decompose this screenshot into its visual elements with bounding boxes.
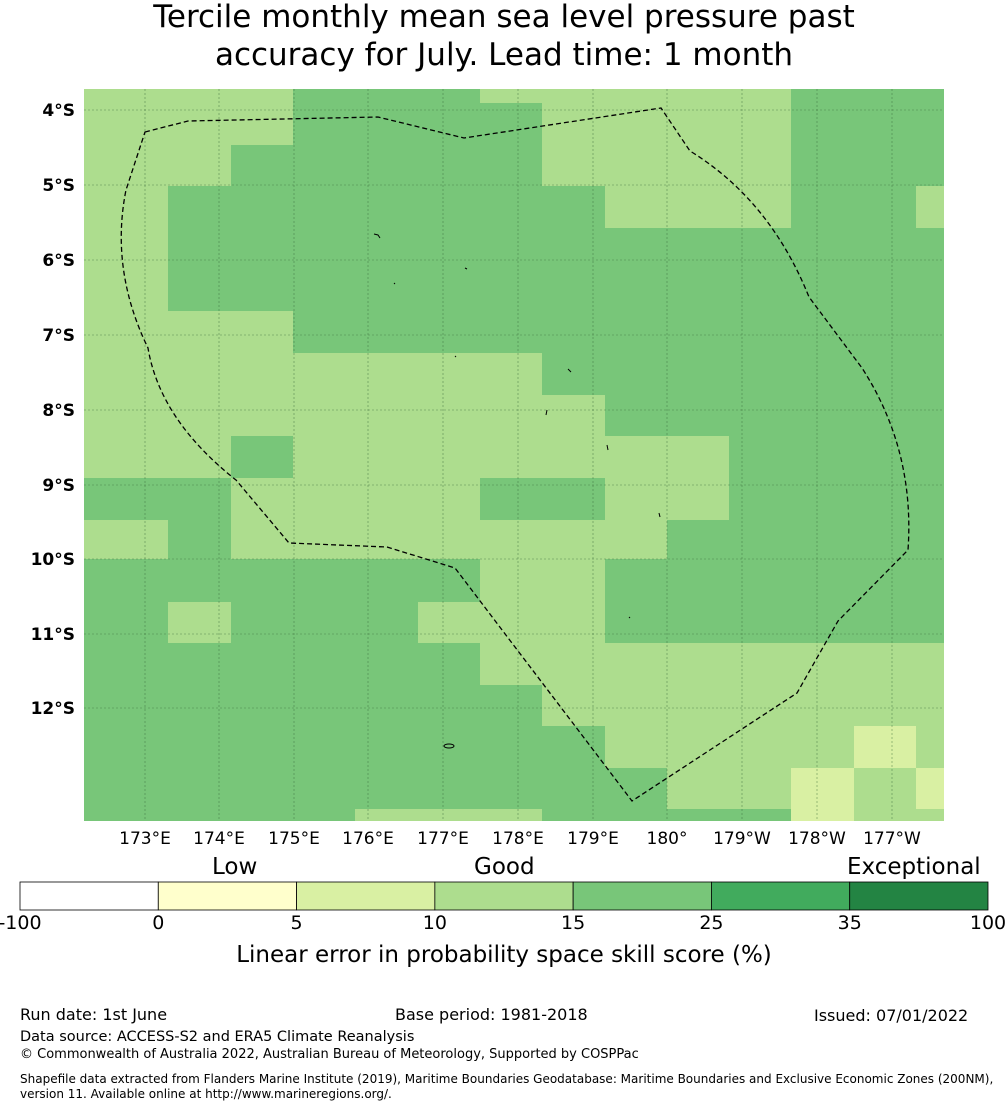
lon-tick-label: 179°E	[567, 829, 619, 849]
skill-cell-c10	[916, 186, 944, 228]
graticule	[84, 89, 944, 821]
lat-tick-label: 11°S	[31, 625, 75, 645]
skill-cell-c10	[84, 311, 293, 353]
skill-cell-c10	[84, 395, 605, 436]
colorbar-bin	[296, 881, 436, 911]
skill-cell-c10	[84, 353, 542, 395]
lat-tick-label: 8°S	[42, 401, 75, 421]
skill-cell-c10	[84, 89, 293, 145]
skill-cell-c10	[480, 89, 791, 103]
skill-cell-c10	[916, 726, 944, 768]
colorbar-tick-label: 25	[699, 912, 724, 934]
skill-map: 4°S 5°S 6°S 7°S 8°S 9°S 10°S 11°S 12°S 173°E 174°…	[31, 89, 944, 849]
lon-tick-label: 178°E	[492, 829, 544, 849]
skill-cell-c5	[791, 809, 854, 821]
colorbar-tick-label: 15	[561, 912, 586, 934]
skill-cell-c5	[854, 726, 916, 768]
lon-tick-label: 176°E	[342, 829, 394, 849]
colorbar-axis-label: Linear error in probability space skill …	[236, 942, 772, 968]
skill-cell-c10	[231, 478, 480, 520]
skill-cell-c10	[854, 809, 944, 821]
island-shape	[567, 368, 572, 373]
lon-tick-label: 175°E	[268, 829, 320, 849]
skill-cell-c10	[605, 186, 791, 228]
skill-cell-c10	[605, 726, 854, 768]
island-shape	[464, 267, 468, 270]
skill-cell-c10	[84, 436, 231, 478]
skill-cell-c10	[667, 768, 791, 809]
skill-cell-c10	[480, 643, 944, 685]
skill-cell-c10	[293, 436, 729, 478]
island-shape	[454, 355, 457, 358]
colorbar-tick-label: 0	[152, 912, 165, 934]
island-shape	[628, 616, 631, 619]
colorbar-tick-label: 100	[969, 912, 1007, 934]
skill-cell-c10	[84, 186, 168, 311]
colorbar-bin	[849, 881, 989, 911]
lon-tick-label: 177°E	[417, 829, 469, 849]
colorbar-bin	[19, 881, 159, 911]
island-shape	[545, 409, 548, 416]
skill-cell-c10	[854, 768, 916, 809]
skill-cell-c10	[355, 809, 542, 821]
skill-cell-c5	[916, 768, 944, 809]
skill-cell-c10	[84, 145, 231, 186]
colorbar-group-exceptional: Exceptional	[847, 854, 981, 880]
skill-grid-cells	[84, 89, 944, 821]
lon-tick-label: 180°	[647, 829, 688, 849]
eez-boundary	[120, 107, 910, 802]
lat-tick-label: 6°S	[42, 251, 75, 271]
skill-cell-c10	[418, 602, 605, 643]
island-shape	[606, 444, 609, 451]
skill-cell-c5	[791, 768, 854, 809]
copyright: © Commonwealth of Australia 2022, Austra…	[20, 1047, 639, 1062]
colorbar-bin	[572, 881, 712, 911]
lon-tick-label: 178°W	[788, 829, 846, 849]
skill-cell-c10	[231, 520, 667, 559]
lon-tick-label: 179°W	[713, 829, 771, 849]
lon-tick-label: 174°E	[193, 829, 245, 849]
latitude-labels: 4°S 5°S 6°S 7°S 8°S 9°S 10°S 11°S 12°S	[31, 101, 75, 719]
lat-tick-label: 12°S	[31, 699, 75, 719]
colorbar	[19, 881, 989, 911]
colorbar-group-low: Low	[212, 854, 258, 880]
base-period: Base period: 1981-2018	[395, 1005, 588, 1024]
run-date: Run date: 1st June	[20, 1005, 168, 1024]
map-title: Tercile monthly mean sea level pressure …	[0, 0, 1008, 74]
issued-date: Issued: 07/01/2022	[814, 1006, 969, 1025]
island-outlines	[373, 233, 661, 749]
colorbar-bin	[711, 881, 851, 911]
colorbar-tick-label: 35	[837, 912, 862, 934]
lat-tick-label: 5°S	[42, 176, 75, 196]
lon-tick-label: 177°W	[863, 829, 921, 849]
island-shape	[373, 233, 381, 239]
title-line-2: accuracy for July. Lead time: 1 month	[214, 37, 794, 73]
island-shape	[658, 512, 661, 518]
longitude-labels: 173°E 174°E 175°E 176°E 177°E 178°E 179°E 180° 1…	[119, 829, 921, 849]
data-source: Data source: ACCESS-S2 and ERA5 Climate …	[20, 1029, 415, 1045]
shapefile-credit: Shapefile data extracted from Flanders M…	[20, 1072, 994, 1101]
colorbar-bin	[434, 881, 574, 911]
colorbar-tick-label: 10	[422, 912, 447, 934]
colorbar-tick-label: 5	[290, 912, 303, 934]
colorbar-tick-label: -100	[0, 912, 42, 934]
skill-cell-c10	[168, 602, 231, 643]
lat-tick-label: 7°S	[42, 326, 75, 346]
title-line-1: Tercile monthly mean sea level pressure …	[153, 0, 855, 35]
lon-tick-label: 173°E	[119, 829, 171, 849]
colorbar-bin	[157, 881, 297, 911]
lat-tick-label: 10°S	[31, 550, 75, 570]
skill-cell-c10	[542, 685, 944, 726]
skill-cell-c10	[480, 559, 605, 602]
island-shape	[393, 282, 396, 285]
island-shape	[443, 743, 455, 749]
colorbar-group-good: Good	[474, 854, 535, 880]
lat-tick-label: 9°S	[42, 476, 75, 496]
skill-cell-c10	[84, 520, 168, 559]
lat-tick-label: 4°S	[42, 101, 75, 121]
